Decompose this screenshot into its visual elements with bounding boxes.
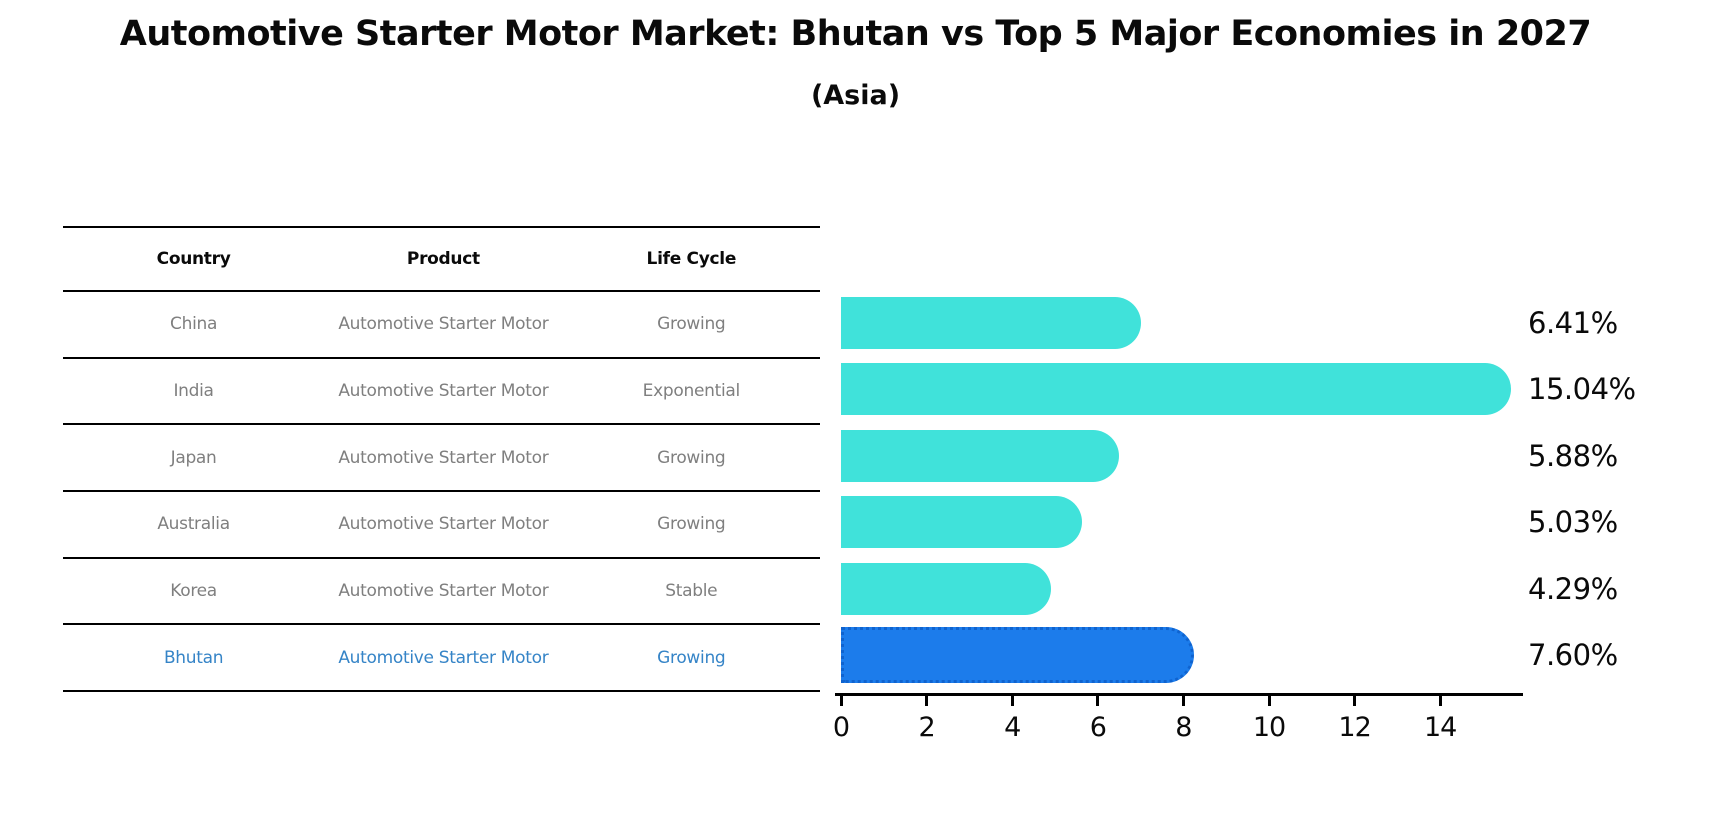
- table-row-australia: Australia Automotive Starter Motor Growing: [63, 492, 820, 559]
- table-body: China Automotive Starter Motor Growing Indi…: [63, 292, 820, 693]
- x-tick-label: 8: [1175, 712, 1192, 743]
- cell-life-cycle: Growing: [657, 647, 726, 668]
- cell-life-cycle: Stable: [665, 581, 718, 602]
- cell-country: Australia: [157, 514, 230, 535]
- x-tick-mark: [839, 696, 843, 706]
- bar-japan: [841, 429, 1119, 482]
- x-tick-label: 10: [1252, 712, 1286, 743]
- chart-subtitle: (Asia): [810, 80, 901, 111]
- x-tick-label: 2: [918, 712, 936, 743]
- table-header-product: Product: [406, 249, 480, 269]
- country-table: Country Product Life Cycle China Automoti…: [63, 226, 820, 693]
- cell-country: Bhutan: [163, 647, 224, 668]
- value-label-japan: 5.88%: [1528, 438, 1618, 473]
- cell-country: Japan: [170, 447, 217, 468]
- x-tick-mark: [1010, 696, 1014, 706]
- table-header-life-cycle: Life Cycle: [646, 249, 737, 269]
- bar-bhutan: [841, 627, 1195, 683]
- x-tick-label: 4: [1004, 712, 1021, 743]
- table-row-bhutan: Bhutan Automotive Starter Motor Growing: [63, 625, 820, 693]
- cell-life-cycle: Growing: [657, 314, 726, 335]
- x-tick-mark: [1353, 696, 1357, 706]
- bar-china: [841, 297, 1142, 349]
- table-header-country: Country: [156, 249, 231, 269]
- x-axis-line: [835, 693, 1523, 696]
- bar-india: [841, 363, 1511, 416]
- cell-product: Automotive Starter Motor: [338, 381, 549, 402]
- cell-product: Automotive Starter Motor: [338, 647, 549, 668]
- table-header-row: Country Product Life Cycle: [63, 228, 820, 292]
- table-row-japan: Japan Automotive Starter Motor Growing: [63, 425, 820, 493]
- x-tick-label: 14: [1424, 712, 1457, 743]
- chart-title: Automotive Starter Motor Market: Bhutan …: [119, 14, 1592, 54]
- cell-life-cycle: Growing: [657, 447, 726, 468]
- x-tick-mark: [1096, 696, 1100, 706]
- cell-life-cycle: Growing: [657, 514, 726, 535]
- value-label-australia: 5.03%: [1528, 505, 1618, 540]
- value-label-bhutan: 7.60%: [1528, 638, 1618, 672]
- cell-product: Automotive Starter Motor: [338, 314, 549, 335]
- x-tick-label: 12: [1338, 712, 1371, 743]
- bar-korea: [841, 562, 1051, 615]
- table-row-china: China Automotive Starter Motor Growing: [63, 292, 820, 359]
- x-tick-label: 6: [1089, 712, 1107, 743]
- x-tick-mark: [925, 696, 929, 706]
- cell-product: Automotive Starter Motor: [338, 581, 549, 602]
- bar-australia: [841, 496, 1083, 549]
- value-label-korea: 4.29%: [1528, 571, 1618, 606]
- cell-product: Automotive Starter Motor: [338, 447, 549, 468]
- x-tick-mark: [1438, 696, 1442, 706]
- x-tick-mark: [1267, 696, 1271, 706]
- cell-country: China: [170, 314, 218, 335]
- cell-life-cycle: Exponential: [642, 381, 741, 402]
- x-tick-mark: [1181, 696, 1185, 706]
- table-row-korea: Korea Automotive Starter Motor Stable: [63, 559, 820, 626]
- cell-country: Korea: [170, 581, 217, 602]
- value-label-india: 15.04%: [1528, 372, 1636, 407]
- x-tick-label: 0: [832, 712, 850, 743]
- table-row-india: India Automotive Starter Motor Exponential: [63, 359, 820, 426]
- cell-product: Automotive Starter Motor: [338, 514, 549, 535]
- value-label-china: 6.41%: [1528, 306, 1618, 340]
- cell-country: India: [173, 381, 214, 402]
